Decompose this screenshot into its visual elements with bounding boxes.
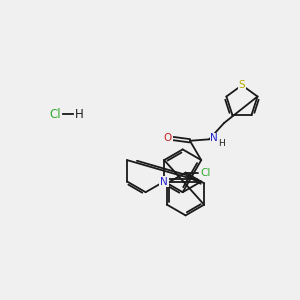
- Text: H: H: [75, 108, 84, 121]
- Text: S: S: [238, 80, 245, 90]
- Text: N: N: [210, 134, 218, 143]
- Text: Cl: Cl: [200, 168, 211, 178]
- Text: N: N: [160, 176, 168, 187]
- Text: O: O: [164, 134, 172, 143]
- Text: Cl: Cl: [49, 108, 61, 121]
- Text: H: H: [218, 139, 225, 148]
